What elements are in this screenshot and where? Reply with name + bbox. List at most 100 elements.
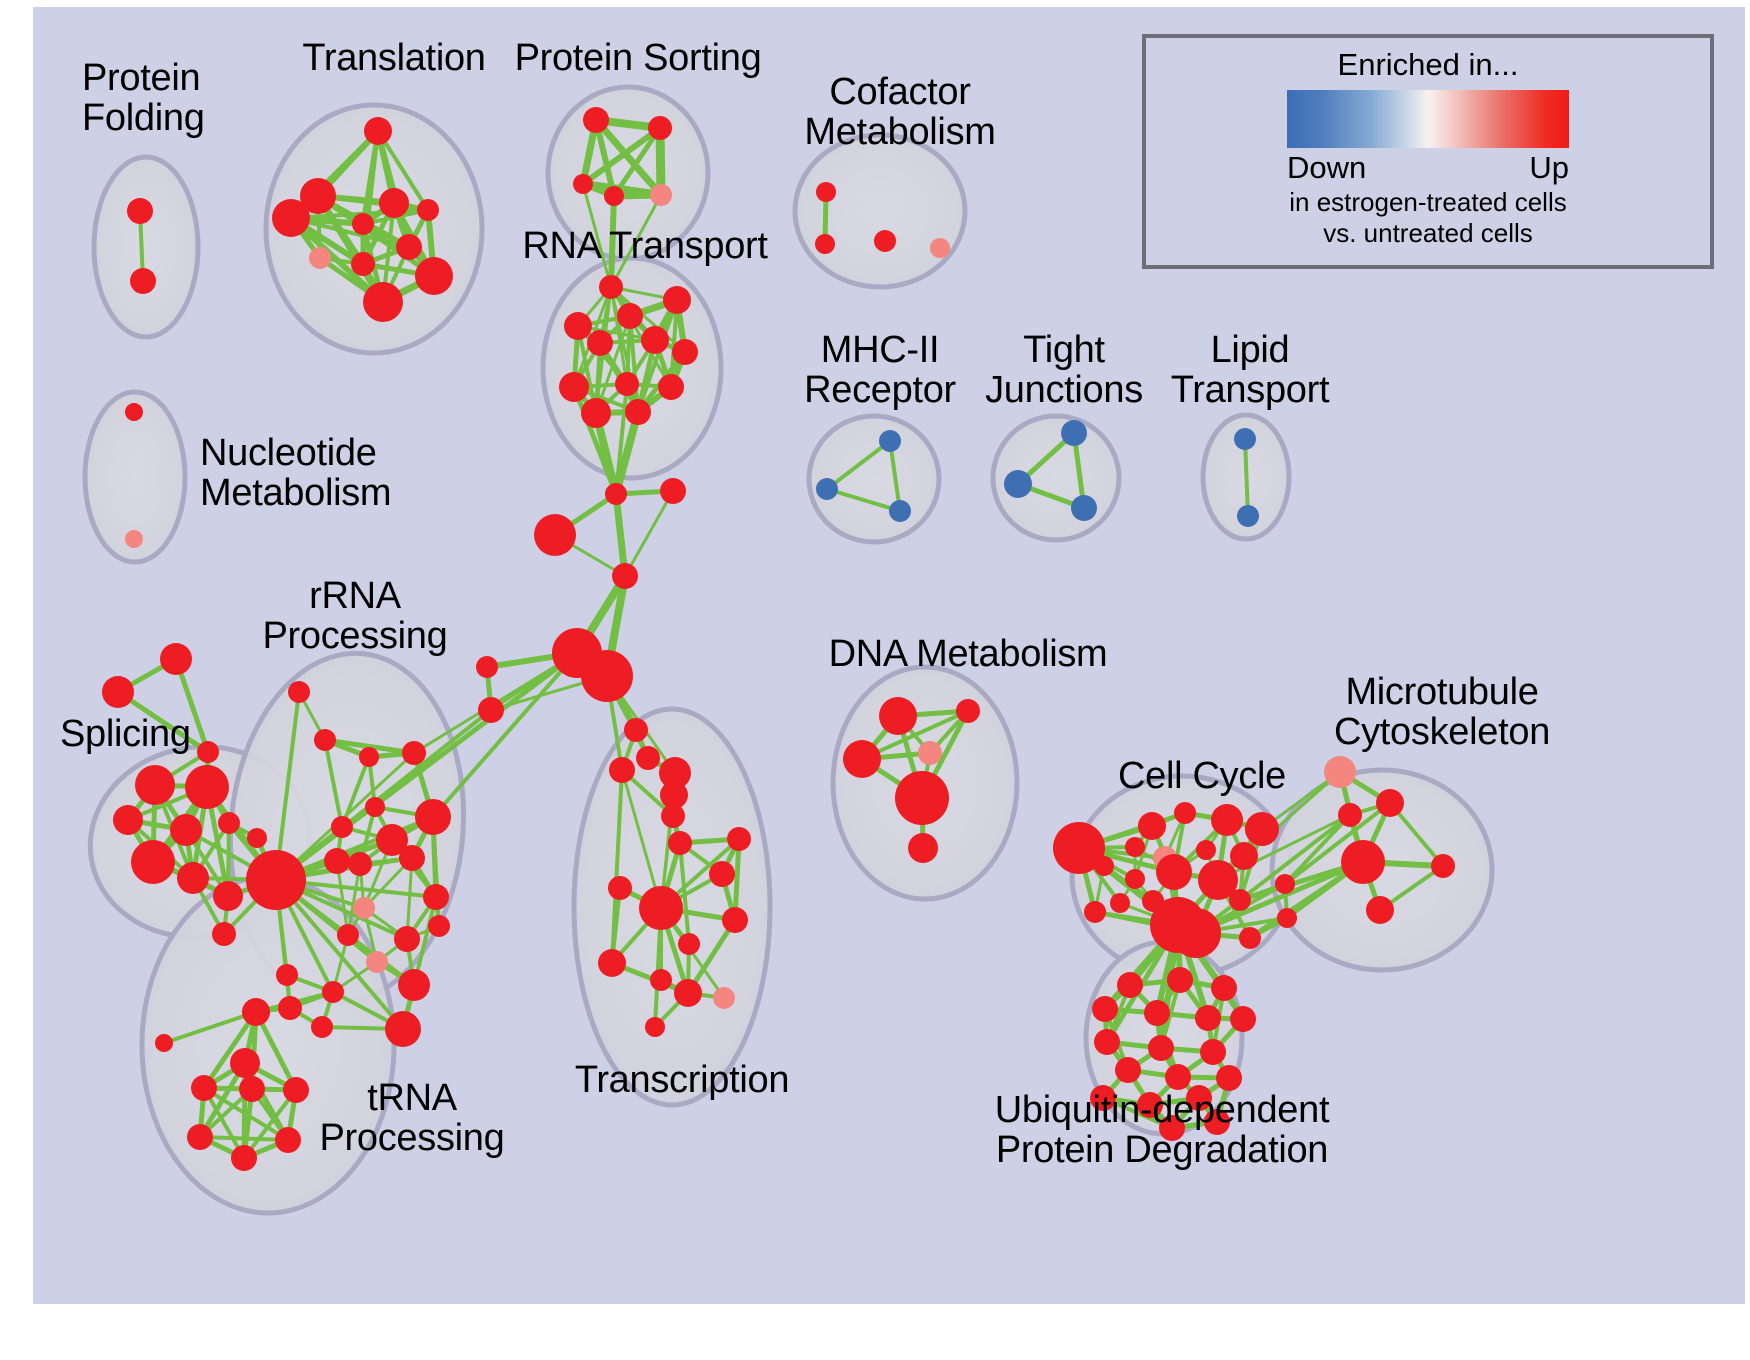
network-node[interactable] <box>636 746 660 770</box>
network-node[interactable] <box>230 1048 260 1078</box>
network-node[interactable] <box>674 979 702 1007</box>
network-node[interactable] <box>365 797 385 817</box>
network-node[interactable] <box>1174 802 1196 824</box>
network-node[interactable] <box>874 230 896 252</box>
network-node[interactable] <box>599 275 623 299</box>
network-node[interactable] <box>1110 893 1130 913</box>
network-node[interactable] <box>1137 1092 1163 1118</box>
network-node[interactable] <box>1366 896 1394 924</box>
network-node[interactable] <box>351 252 375 276</box>
network-node[interactable] <box>1324 756 1356 788</box>
network-node[interactable] <box>1071 495 1097 521</box>
network-node[interactable] <box>170 814 202 846</box>
network-node[interactable] <box>394 926 420 952</box>
network-node[interactable] <box>131 840 175 884</box>
network-node[interactable] <box>1159 1115 1185 1141</box>
network-node[interactable] <box>1200 1039 1226 1065</box>
network-node[interactable] <box>727 827 751 851</box>
network-node[interactable] <box>218 812 240 834</box>
network-node[interactable] <box>1237 505 1259 527</box>
network-node[interactable] <box>1186 1085 1212 1111</box>
network-node[interactable] <box>1245 812 1279 846</box>
network-node[interactable] <box>1115 1057 1141 1083</box>
network-node[interactable] <box>645 1017 665 1037</box>
network-node[interactable] <box>478 697 504 723</box>
network-node[interactable] <box>908 833 938 863</box>
network-node[interactable] <box>583 107 609 133</box>
network-node[interactable] <box>1084 901 1106 923</box>
network-node[interactable] <box>300 178 336 214</box>
network-node[interactable] <box>337 924 359 946</box>
network-node[interactable] <box>239 1076 265 1102</box>
network-node[interactable] <box>1211 975 1237 1001</box>
network-node[interactable] <box>1148 1035 1174 1061</box>
network-node[interactable] <box>352 213 374 235</box>
network-node[interactable] <box>283 1077 309 1103</box>
network-node[interactable] <box>366 951 388 973</box>
network-node[interactable] <box>1230 842 1258 870</box>
network-node[interactable] <box>125 530 143 548</box>
network-node[interactable] <box>415 799 451 835</box>
network-node[interactable] <box>1125 837 1145 857</box>
network-node[interactable] <box>1061 420 1087 446</box>
network-node[interactable] <box>324 848 350 874</box>
network-node[interactable] <box>650 969 672 991</box>
cluster-ellipse-nucleotide-metabolism[interactable] <box>82 389 188 565</box>
network-node[interactable] <box>816 182 836 202</box>
network-node[interactable] <box>672 339 698 365</box>
network-node[interactable] <box>1053 822 1105 874</box>
network-node[interactable] <box>604 186 624 206</box>
network-node[interactable] <box>668 831 692 855</box>
network-node[interactable] <box>713 987 735 1009</box>
network-node[interactable] <box>1094 1029 1120 1055</box>
network-node[interactable] <box>639 886 683 930</box>
network-node[interactable] <box>231 1145 257 1171</box>
network-node[interactable] <box>1090 1085 1116 1111</box>
network-node[interactable] <box>155 1034 173 1052</box>
network-node[interactable] <box>956 699 980 723</box>
network-node[interactable] <box>1156 854 1192 890</box>
network-node[interactable] <box>1004 470 1032 498</box>
network-node[interactable] <box>311 1016 333 1038</box>
network-node[interactable] <box>660 781 688 809</box>
network-node[interactable] <box>385 1011 421 1047</box>
network-node[interactable] <box>127 198 153 224</box>
cluster-ellipse-cofactor-metabolism[interactable] <box>792 132 968 290</box>
network-node[interactable] <box>402 741 426 765</box>
network-node[interactable] <box>379 188 409 218</box>
network-node[interactable] <box>1431 854 1455 878</box>
network-node[interactable] <box>415 257 453 295</box>
network-node[interactable] <box>648 116 672 140</box>
network-node[interactable] <box>113 805 143 835</box>
network-node[interactable] <box>1275 874 1295 894</box>
cluster-ellipse-protein-folding[interactable] <box>91 154 201 340</box>
network-node[interactable] <box>722 907 748 933</box>
network-node[interactable] <box>581 398 611 428</box>
network-node[interactable] <box>605 483 627 505</box>
network-node[interactable] <box>609 757 635 783</box>
network-node[interactable] <box>930 238 950 258</box>
network-node[interactable] <box>661 804 685 828</box>
network-node[interactable] <box>1338 803 1362 827</box>
network-node[interactable] <box>895 771 949 825</box>
network-node[interactable] <box>663 286 691 314</box>
network-node[interactable] <box>322 981 344 1003</box>
network-node[interactable] <box>396 234 422 260</box>
network-node[interactable] <box>353 897 375 919</box>
network-node[interactable] <box>1196 840 1216 860</box>
network-node[interactable] <box>160 643 192 675</box>
network-node[interactable] <box>1376 789 1404 817</box>
network-node[interactable] <box>359 747 379 767</box>
network-node[interactable] <box>879 697 917 735</box>
network-node[interactable] <box>615 372 639 396</box>
network-node[interactable] <box>1341 840 1385 884</box>
network-node[interactable] <box>889 500 911 522</box>
network-node[interactable] <box>658 374 684 400</box>
network-node[interactable] <box>564 312 592 340</box>
network-node[interactable] <box>1195 1005 1221 1031</box>
network-node[interactable] <box>376 824 408 856</box>
network-node[interactable] <box>275 1127 301 1153</box>
network-node[interactable] <box>641 326 669 354</box>
network-node[interactable] <box>678 933 700 955</box>
network-node[interactable] <box>363 282 403 322</box>
